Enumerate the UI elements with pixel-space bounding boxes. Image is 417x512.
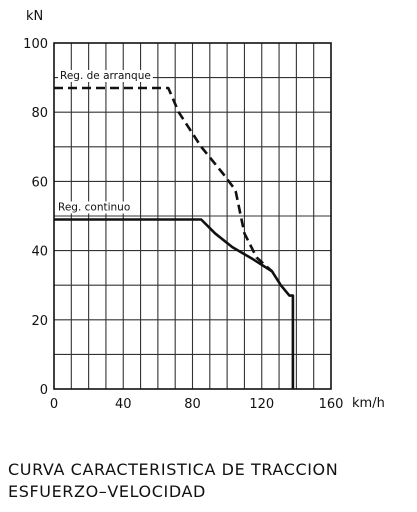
series-label-background — [56, 201, 133, 214]
series-line-continuo — [54, 218, 295, 389]
series-lines — [54, 86, 295, 389]
y-axis-unit: kN — [26, 9, 43, 24]
grid — [54, 43, 331, 389]
caption-line-1: CURVA CARACTERISTICA DE TRACCION — [8, 460, 339, 479]
caption-line-2: ESFUERZO–VELOCIDAD — [8, 482, 206, 501]
y-tick-label: 40 — [31, 245, 48, 260]
y-tick-label: 0 — [40, 383, 48, 398]
x-tick-label: 0 — [50, 397, 58, 412]
y-tick-label: 80 — [31, 106, 48, 121]
x-tick-label: 80 — [184, 397, 201, 412]
x-tick-label: 40 — [115, 397, 132, 412]
y-tick-label: 60 — [31, 175, 48, 190]
plot-frame — [53, 42, 332, 390]
x-tick-label: 160 — [319, 397, 344, 412]
y-tick-label: 20 — [31, 314, 48, 329]
tick-labels: 0 20 40 60 80 100 0 40 80 120 160 — [23, 37, 343, 412]
series-label-continuo: Reg. continuo — [58, 201, 130, 213]
series-label-arranque: Reg. de arranque — [60, 70, 151, 82]
x-tick-label: 120 — [249, 397, 274, 412]
traction-chart: 0 20 40 60 80 100 0 40 80 120 160 Reg. de arranque… — [23, 9, 385, 412]
series-line-arranque — [54, 86, 273, 273]
x-axis-unit: km/h — [352, 396, 385, 411]
series-labels: Reg. de arranque Reg. continuo — [56, 69, 153, 214]
y-tick-label: 100 — [23, 37, 48, 52]
series-label-background — [58, 69, 153, 82]
axes — [53, 42, 332, 390]
